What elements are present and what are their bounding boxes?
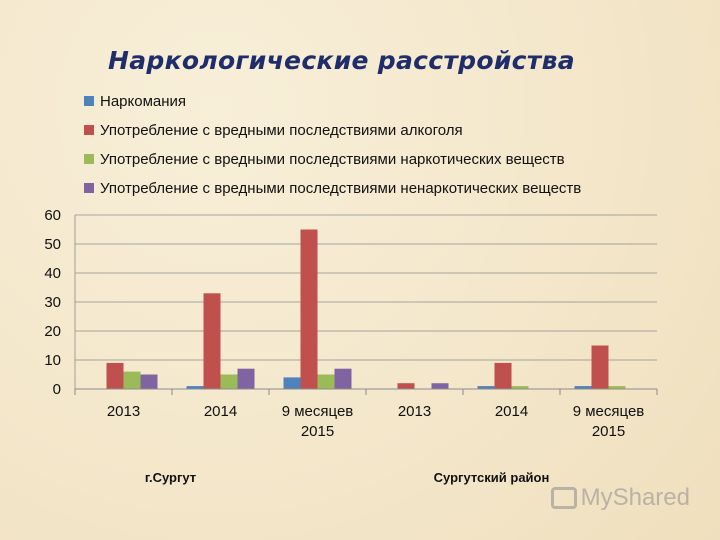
watermark: MyShared [550,484,690,512]
legend-swatch-3 [84,154,94,164]
legend: Наркомания Употребление с вредными послед… [84,93,581,197]
x-category-label: 2014 [204,403,237,420]
group-labels: г.Сургут Сургутский район [145,470,549,485]
y-tick-label: 10 [44,352,61,369]
gridlines [75,214,657,390]
legend-entry-4: Употребление с вредными последствиями не… [100,180,581,197]
y-tick-label: 60 [44,207,61,224]
bar-s2-c2 [203,293,221,389]
y-tick-label: 30 [44,294,61,311]
legend-swatch-2 [84,125,94,135]
bar-s2-c4 [397,383,415,389]
bar-s3-c3 [317,374,335,389]
bar-s4-c3 [334,368,352,389]
x-category-label: 2014 [495,403,528,420]
bar-s1-c3 [283,377,301,389]
y-axis: 0 10 20 30 40 50 60 [44,207,76,398]
y-tick-label: 40 [44,265,61,282]
x-category-label: 9 месяцев 2015 [573,403,645,440]
x-category-label: 2013 [398,403,431,420]
legend-entry-2: Употребление с вредными последствиями ал… [100,122,463,139]
legend-entry-1: Наркомания [100,93,186,110]
watermark-text: MyShared [580,484,690,511]
bar-s3-c6 [608,386,626,389]
legend-swatch-1 [84,96,94,106]
legend-entry-3: Употребление с вредными последствиями на… [100,151,565,168]
bar-s1-c5 [477,386,495,389]
x-category-label: 2013 [107,403,140,420]
presentation-icon [550,487,577,509]
bar-s1-c2 [186,386,204,389]
y-tick-label: 20 [44,323,61,340]
legend-swatch-4 [84,183,94,193]
chart-title: Наркологические расстройства [108,46,575,75]
bar-s1-c6 [574,386,592,389]
bar-s2-c3 [300,229,318,389]
y-tick-label: 0 [53,381,61,398]
y-tick-label: 50 [44,236,61,253]
x-category-label: 9 месяцев 2015 [282,403,354,440]
bar-s3-c2 [220,374,238,389]
bars [106,229,626,389]
group-label-1: г.Сургут [145,470,196,485]
bar-s3-c5 [511,386,529,389]
bar-s4-c2 [237,368,255,389]
bar-s3-c1 [123,371,141,389]
bar-s2-c1 [106,362,124,389]
group-label-2: Сургутский район [434,470,550,485]
bar-s4-c1 [140,374,158,389]
bar-s2-c6 [591,345,609,389]
bar-s4-c4 [431,383,449,389]
bar-s2-c5 [494,362,512,389]
x-axis: 2013 2014 9 месяцев 2015 2013 2014 9 месяцев 20… [74,388,658,440]
